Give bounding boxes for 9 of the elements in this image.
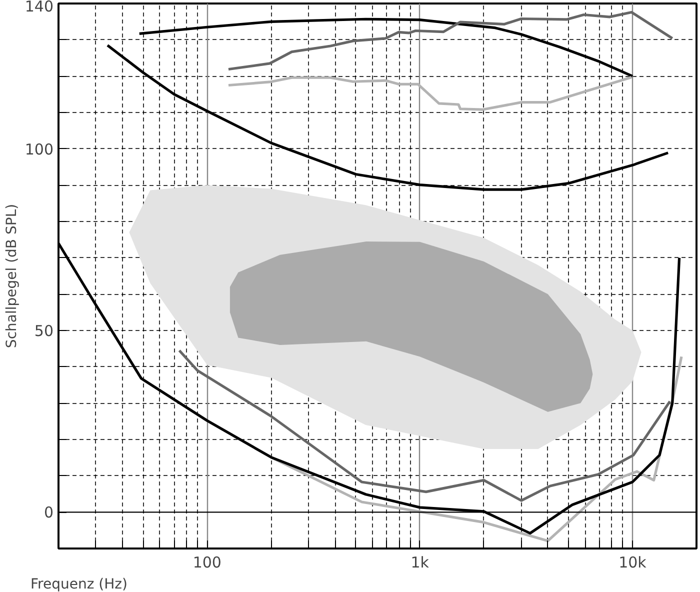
x-axis-title: Frequenz (Hz): [30, 576, 128, 592]
x-tick-label: 100: [192, 554, 222, 572]
y-axis-title: Schallpegel (dB SPL): [4, 204, 20, 348]
x-tick-label: 10k: [618, 554, 647, 572]
y-tick-label: 50: [34, 322, 54, 340]
y-tick-label: 0: [44, 504, 54, 522]
x-tick-label: 1k: [410, 554, 430, 572]
y-tick-label: 100: [24, 140, 54, 158]
y-tick-label: 140: [24, 0, 54, 16]
